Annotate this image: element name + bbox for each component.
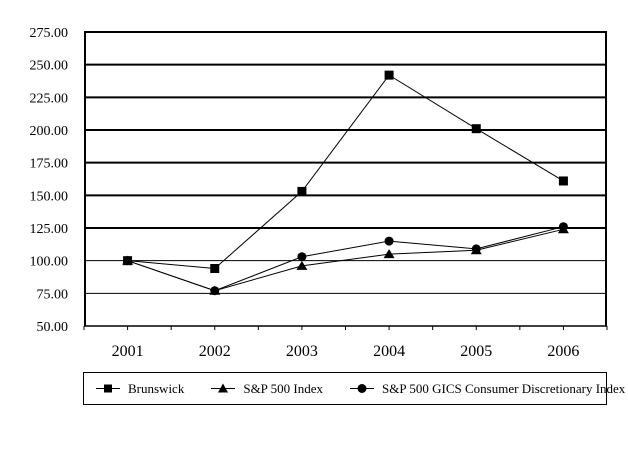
y-axis-tick-label: 250.00 <box>30 59 69 74</box>
legend-label-gics: S&P 500 GICS Consumer Discretionary Inde… <box>382 381 626 396</box>
brunswick-line <box>127 74 564 270</box>
s-p-500-index-marker <box>557 224 569 234</box>
legend-label-sp500: S&P 500 Index <box>243 381 324 396</box>
legend-entry-brunswick: Brunswick <box>96 382 184 395</box>
s-p-500-index-marker <box>209 285 221 295</box>
brunswick-marker <box>558 176 568 186</box>
s-p-500-gics-consumer-discretionary-index-marker <box>297 252 307 262</box>
s-p-500-gics-consumer-discretionary-index-marker <box>384 236 394 246</box>
x-axis-tick-label: 2002 <box>199 343 231 360</box>
x-axis-tick-label: 2003 <box>286 343 318 360</box>
s-p-500-index-marker <box>122 255 134 265</box>
y-axis-tick-label: 100.00 <box>30 255 69 270</box>
s-p-500-index-marker <box>296 260 308 270</box>
brunswick-marker <box>471 124 481 134</box>
y-axis-tick-label: 150.00 <box>30 189 69 204</box>
x-axis-tick-label: 2001 <box>112 343 144 360</box>
y-axis-tick-label: 200.00 <box>30 124 69 139</box>
brunswick-marker <box>210 264 220 274</box>
s-p-500-index-line <box>127 228 564 292</box>
legend-entry-gics: S&P 500 GICS Consumer Discretionary Inde… <box>350 382 625 395</box>
s-p-500-gics-consumer-discretionary-index-line <box>127 226 564 292</box>
s-p-500-index-marker <box>383 249 395 259</box>
chart-legend: Brunswick S&P 500 Index S&P 500 GICS Con… <box>83 372 625 405</box>
y-axis-tick-label: 50.00 <box>37 320 69 335</box>
y-axis-tick-label: 125.00 <box>30 222 69 237</box>
legend-label-brunswick: Brunswick <box>128 381 185 396</box>
y-axis-tick-label: 175.00 <box>30 157 69 172</box>
brunswick-marker <box>297 186 307 196</box>
y-axis-tick-label: 75.00 <box>37 287 69 302</box>
y-axis-tick-label: 225.00 <box>30 91 69 106</box>
brunswick-marker <box>384 70 394 80</box>
x-axis-tick-label: 2005 <box>460 343 492 360</box>
square-marker-icon <box>96 384 120 393</box>
triangle-marker-icon <box>211 383 236 393</box>
y-axis-tick-label: 275.00 <box>30 26 69 41</box>
x-axis-tick-label: 2006 <box>547 343 579 360</box>
s-p-500-index-marker <box>470 245 482 255</box>
circle-marker-icon <box>350 384 375 393</box>
x-axis-tick-label: 2004 <box>373 343 405 360</box>
legend-entry-sp500: S&P 500 Index <box>211 382 323 395</box>
